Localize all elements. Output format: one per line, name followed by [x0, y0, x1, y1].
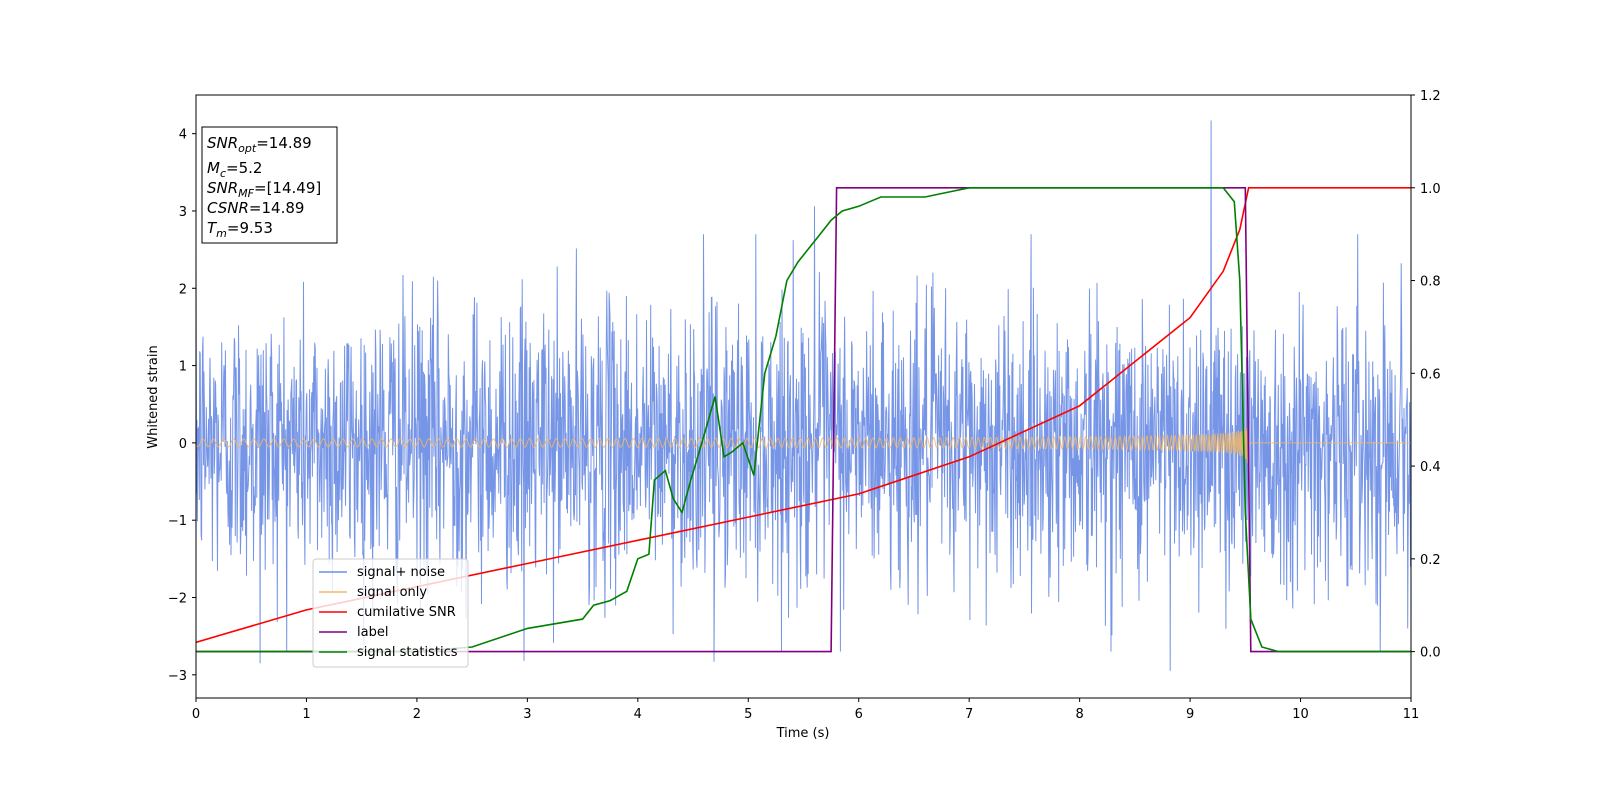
y2-tick-label: 0.2 [1420, 553, 1441, 568]
x-tick-label: 7 [965, 707, 973, 722]
y-axis-label: Whitened strain [146, 345, 161, 448]
y2-tick-label: 0.8 [1420, 275, 1441, 290]
x-tick-label: 10 [1292, 707, 1309, 722]
info-snr-opt: SNRopt=14.89 [207, 134, 312, 155]
info-mc-value: =5.2 [226, 159, 262, 177]
y2-tick-label: 1.2 [1420, 89, 1441, 104]
ticks: 0 1 2 3 4 5 6 7 8 9 10 11 −3 −2 −1 0 1 2 3 4 0.0 0.2 0.4 0.6 0.8… [168, 89, 1441, 722]
y-tick-label: 1 [179, 360, 187, 375]
info-box: SNRopt=14.89 Mc=5.2 SNRMF=[14.49] CSNR=1… [201, 126, 338, 244]
info-snr-mf-symbol: SNR [207, 179, 238, 197]
info-csnr: CSNR=14.89 [207, 199, 304, 217]
legend-label-cumulative-snr: cumilative SNR [357, 605, 456, 620]
x-tick-label: 5 [744, 707, 752, 722]
info-tm-symbol: T [207, 219, 218, 237]
x-tick-label: 9 [1186, 707, 1194, 722]
y-tick-label: 4 [179, 128, 187, 143]
y-tick-label: 3 [179, 205, 187, 220]
y2-tick-label: 0.0 [1420, 646, 1441, 661]
axes-frame [195, 94, 1412, 699]
y-tick-label: 2 [179, 282, 187, 297]
info-tm: Tm=9.53 [207, 219, 273, 240]
info-snr-mf: SNRMF=[14.49] [207, 179, 321, 200]
x-tick-label: 4 [634, 707, 642, 722]
x-tick-label: 11 [1403, 707, 1420, 722]
y2-tick-label: 1.0 [1420, 182, 1441, 197]
x-tick-label: 2 [413, 707, 421, 722]
info-snr-opt-value: =14.89 [256, 134, 312, 152]
series-signal-noise [196, 120, 1411, 671]
series-signal-statistics [196, 187, 1411, 653]
info-box-frame [201, 126, 338, 244]
info-snr-opt-subscript: opt [238, 142, 257, 155]
info-mc-symbol: M [207, 159, 220, 177]
info-tm-subscript: m [216, 227, 227, 240]
x-tick-label: 1 [302, 707, 310, 722]
x-tick-label: 8 [1075, 707, 1083, 722]
legend-label-signal-noise: signal+ noise [357, 565, 445, 580]
x-tick-label: 3 [523, 707, 531, 722]
info-snr-mf-value: =[14.49] [254, 179, 321, 197]
x-axis-label: Time (s) [776, 726, 830, 741]
info-snr-opt-symbol: SNR [207, 134, 238, 152]
y2-tick-label: 0.4 [1420, 460, 1441, 475]
info-mc-subscript: c [220, 167, 226, 180]
y-tick-label: −3 [168, 669, 187, 684]
y-tick-label: 0 [179, 437, 187, 452]
info-csnr-symbol: CSNR [207, 199, 249, 217]
legend-label-signal-only: signal only [357, 585, 427, 600]
info-tm-value: =9.53 [227, 219, 273, 237]
legend-label-signal-statistics: signal statistics [357, 645, 458, 660]
info-mc: Mc=5.2 [207, 159, 262, 180]
y2-tick-label: 0.6 [1420, 367, 1441, 382]
y-tick-label: −1 [168, 514, 187, 529]
legend-label-label: label [357, 625, 388, 640]
info-snr-mf-subscript: MF [238, 187, 254, 200]
legend-frame [312, 558, 469, 668]
x-tick-label: 0 [192, 707, 200, 722]
series-signal-only [196, 424, 1411, 464]
legend: signal+ noise signal only cumilative SNR… [312, 558, 469, 668]
x-tick-label: 6 [855, 707, 863, 722]
y-tick-label: −2 [168, 592, 187, 607]
info-csnr-value: =14.89 [249, 199, 305, 217]
